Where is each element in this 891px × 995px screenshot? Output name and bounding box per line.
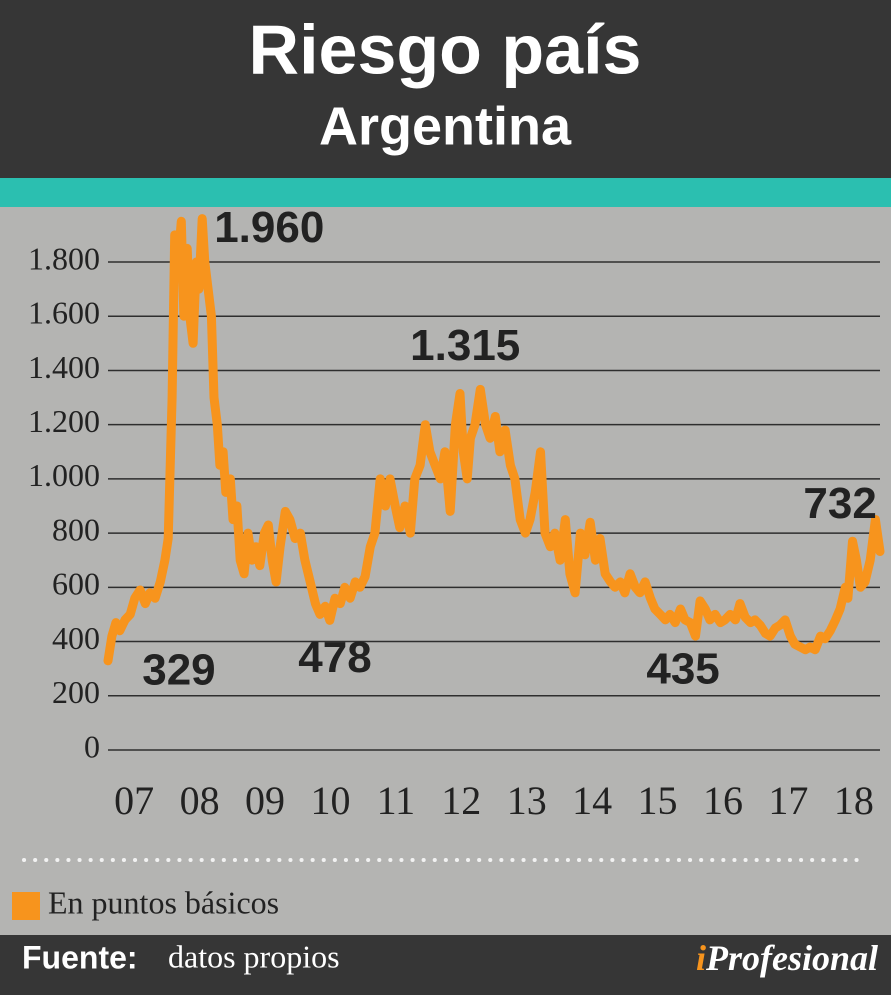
x-tick-label: 08 — [180, 778, 220, 823]
brand-prefix: i — [696, 938, 706, 978]
x-tick-label: 07 — [114, 778, 154, 823]
source-label: Fuente: — [22, 939, 138, 975]
y-tick-label: 600 — [52, 566, 100, 602]
footer — [0, 935, 891, 995]
y-tick-label: 1.800 — [28, 240, 100, 276]
x-tick-label: 11 — [377, 778, 416, 823]
y-tick-label: 0 — [84, 728, 100, 764]
accent-band — [0, 178, 891, 207]
y-tick-label: 1.000 — [28, 457, 100, 493]
x-tick-label: 16 — [703, 778, 743, 823]
x-tick-label: 09 — [245, 778, 285, 823]
source: datos propios — [168, 938, 340, 974]
y-tick-label: 1.200 — [28, 403, 100, 439]
annotation: 1.315 — [410, 321, 520, 370]
annotation: 329 — [142, 645, 215, 694]
x-tick-label: 12 — [441, 778, 481, 823]
annotation: 1.960 — [214, 203, 324, 252]
y-tick-label: 1.400 — [28, 349, 100, 385]
chart-title: Riesgo país — [249, 10, 642, 88]
y-tick-label: 800 — [52, 511, 100, 547]
x-tick-label: 13 — [507, 778, 547, 823]
x-tick-label: 14 — [572, 778, 612, 823]
chart-subtitle: Argentina — [319, 96, 572, 156]
y-tick-label: 1.600 — [28, 295, 100, 331]
brand: iProfesional — [696, 938, 878, 978]
x-tick-label: 10 — [310, 778, 350, 823]
legend-swatch — [12, 892, 40, 920]
legend-label: En puntos básicos — [48, 884, 279, 920]
line-series — [103, 214, 885, 666]
x-tick-label: 17 — [768, 778, 808, 823]
y-tick-label: 200 — [52, 674, 100, 710]
header — [0, 0, 891, 178]
y-tick-label: 400 — [52, 620, 100, 656]
brand-name: Profesional — [705, 938, 878, 978]
x-tick-label: 18 — [834, 778, 874, 823]
x-tick-label: 15 — [638, 778, 678, 823]
annotation: 435 — [646, 645, 719, 694]
annotation: 732 — [803, 479, 876, 528]
annotation: 478 — [298, 633, 371, 682]
